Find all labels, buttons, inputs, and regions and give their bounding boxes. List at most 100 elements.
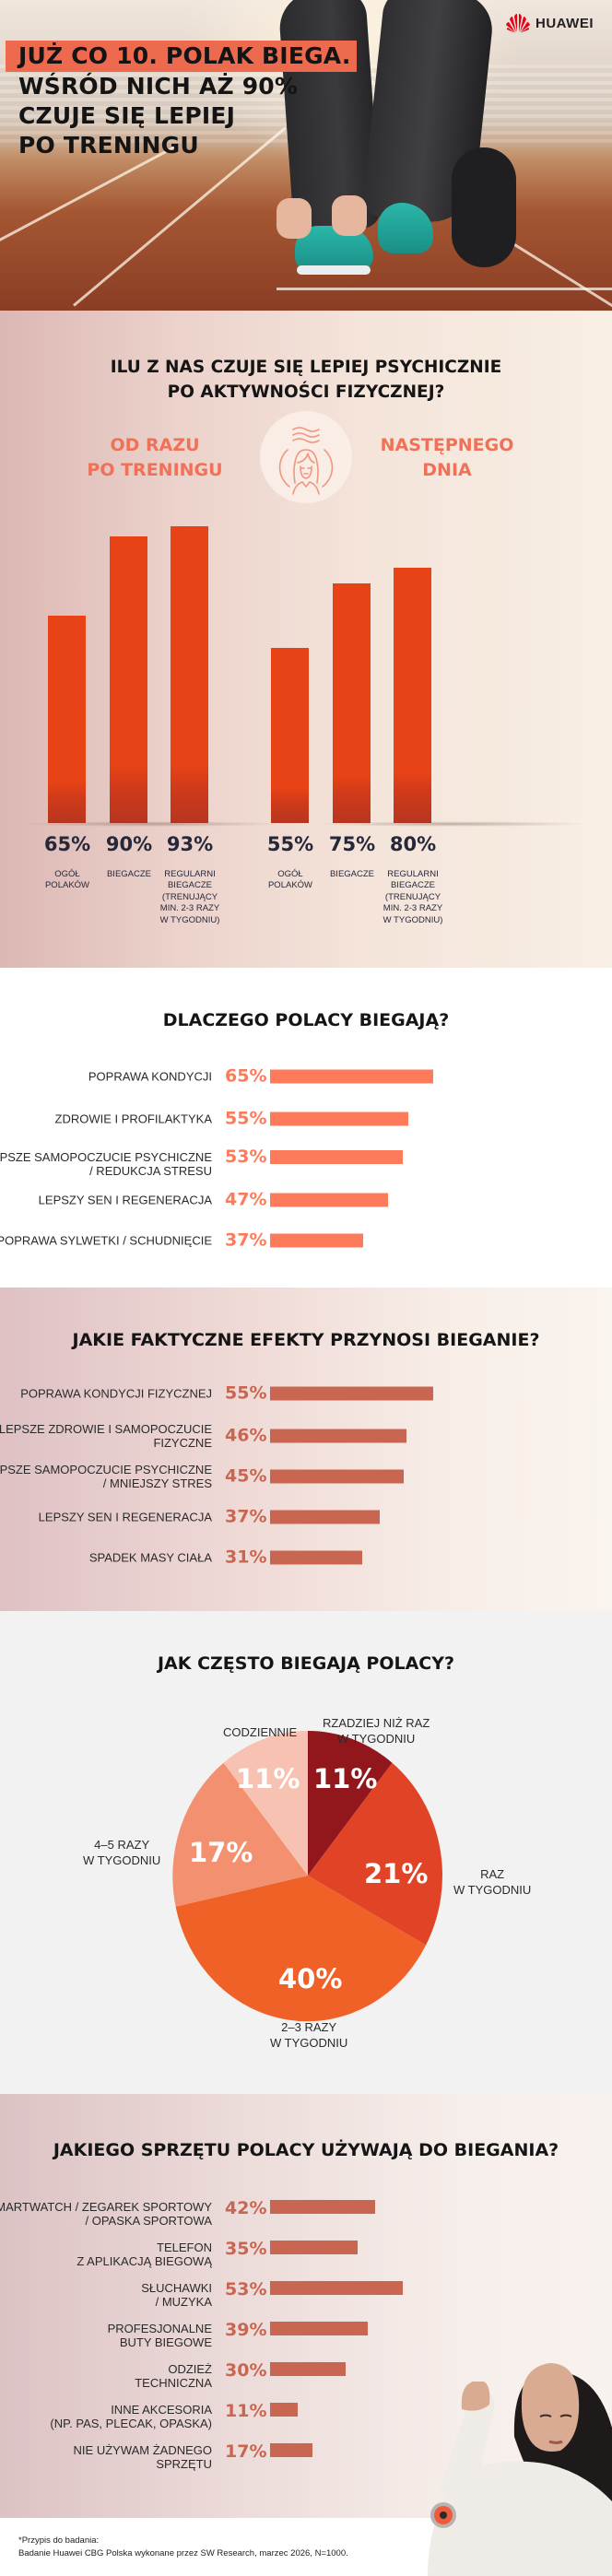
- hbar-row: LEPSZE SAMOPOCZUCIE PSYCHICZNE / REDUKCJA…: [0, 1143, 612, 1180]
- row-label: POPRAWA KONDYCJI FIZYCZNEJ: [20, 1386, 212, 1401]
- row-label: POPRAWA KONDYCJI: [88, 1069, 212, 1084]
- slice-label: RZADZIEJ NIŻ RAZ W TYGODNIU: [323, 1716, 430, 1746]
- row-label: LEPSZY SEN I REGENERACJA: [38, 1193, 212, 1207]
- row-bar: [270, 1112, 408, 1126]
- bar-description: BIEGACZE: [106, 869, 152, 879]
- headline-highlight: JUŻ CO 10. POLAK BIEGA.: [6, 41, 357, 72]
- slice-label: RAZ W TYGODNIU: [453, 1867, 532, 1897]
- row-bar: [270, 1550, 362, 1565]
- headline-line: WŚRÓD NICH AŻ 90%: [18, 73, 299, 100]
- row-bar: [270, 2443, 312, 2457]
- row-label: LEPSZE SAMOPOCZUCIE PSYCHICZNE / REDUKCJA…: [0, 1150, 212, 1178]
- row-bar: [270, 2322, 368, 2335]
- pie-slice-daily: [223, 1731, 308, 1876]
- row-label: TELEFON Z APLIKACJĄ BIEGOWĄ: [76, 2241, 212, 2268]
- section-title: JAKIEGO SPRZĘTU POLACY UŻYWAJĄ DO BIEGAN…: [53, 2140, 559, 2160]
- huawei-logo: HUAWEI: [506, 13, 594, 33]
- row-bar: [270, 1069, 433, 1084]
- row-bar: [270, 2281, 403, 2295]
- row-value: 65%: [225, 1065, 267, 1087]
- pie-slice-less-than-weekly: [308, 1731, 393, 1876]
- row-bar: [270, 2403, 298, 2417]
- row-value: 35%: [225, 2238, 267, 2259]
- section-title: ILU Z NAS CZUJE SIĘ LEPIEJ PSYCHICZNIE P…: [110, 358, 502, 402]
- bar-next-day-regular-runners: [394, 568, 431, 823]
- row-value: 11%: [225, 2400, 267, 2421]
- bar-description: BIEGACZE: [329, 869, 375, 879]
- row-bar: [270, 1193, 388, 1207]
- hbar-row: ZDROWIE I PROFILAKTYKA 55%: [0, 1100, 612, 1137]
- row-label: SMARTWATCH / ZEGAREK SPORTOWY / OPASKA SP…: [0, 2200, 212, 2228]
- pie-slice-once-weekly: [308, 1762, 442, 1946]
- group-heading-immediately: OD RAZU PO TRENINGU: [87, 435, 223, 480]
- equipment-section: JAKIEGO SPRZĘTU POLACY UŻYWAJĄ DO BIEGAN…: [0, 2094, 612, 2518]
- row-label: LEPSZE SAMOPOCZUCIE PSYCHICZNE / MNIEJSZY…: [0, 1463, 212, 1490]
- slice-value: 11%: [236, 1763, 300, 1794]
- slice-value: 40%: [278, 1963, 343, 1994]
- hbar-row: ODZIEŻ TECHNICZNA 30%: [0, 2358, 612, 2394]
- bar-value: 75%: [328, 833, 376, 855]
- why-run-section: DLACZEGO POLACY BIEGAJĄ? POPRAWA KONDYCJ…: [0, 968, 612, 1288]
- row-value: 55%: [225, 1382, 267, 1404]
- hbar-row: LEPSZY SEN I REGENERACJA 37%: [0, 1499, 612, 1535]
- row-label: LEPSZE ZDROWIE I SAMOPOCZUCIE FIZYCZNE: [0, 1422, 212, 1450]
- bar-value: 93%: [166, 833, 214, 855]
- baseline-shadow: [18, 821, 286, 827]
- row-bar: [270, 1233, 363, 1248]
- row-bar: [270, 1510, 380, 1524]
- row-value: 30%: [225, 2359, 267, 2381]
- row-value: 47%: [225, 1189, 267, 1210]
- slice-label: 4–5 RAZY W TYGODNIU: [83, 1838, 161, 1867]
- hbar-row: LEPSZE ZDROWIE I SAMOPOCZUCIE FIZYCZNE 46…: [0, 1417, 612, 1454]
- footer: *Przypis do badania: Badanie Huawei CBG …: [0, 2518, 612, 2576]
- running-effects-section: JAKIE FAKTYCZNE EFEKTY PRZYNOSI BIEGANIE…: [0, 1288, 612, 1611]
- row-label: SPADEK MASY CIAŁA: [88, 1550, 212, 1565]
- row-bar: [270, 2362, 346, 2376]
- bar-value: 55%: [266, 833, 314, 855]
- bar-immediately-regular-runners: [171, 526, 208, 823]
- section-title: JAK CZĘSTO BIEGAJĄ POLACY?: [157, 1653, 455, 1674]
- row-label: NIE UŻYWAM ŻADNEGO SPRZĘTU: [73, 2443, 212, 2471]
- hbar-row: SŁUCHAWKI / MUZYKA 53%: [0, 2276, 612, 2313]
- hbar-row: INNE AKCESORIA (NP. PAS, PLECAK, OPASKA) …: [0, 2398, 612, 2435]
- hbar-row: LEPSZE SAMOPOCZUCIE PSYCHICZNE / MNIEJSZY…: [0, 1458, 612, 1495]
- slice-value: 17%: [189, 1837, 253, 1868]
- hero-banner: HUAWEI JUŻ CO 10. POLAK BIEGA. WŚRÓD NIC…: [0, 0, 612, 311]
- hbar-row: POPRAWA SYLWETKI / SCHUDNIĘCIE 37%: [0, 1222, 612, 1259]
- row-bar: [270, 2241, 358, 2254]
- row-label: POPRAWA SYLWETKI / SCHUDNIĘCIE: [0, 1233, 212, 1248]
- frequency-pie-chart: [172, 1731, 442, 2022]
- row-bar: [270, 1429, 406, 1443]
- row-label: INNE AKCESORIA (NP. PAS, PLECAK, OPASKA): [50, 2403, 212, 2430]
- bar-value: 80%: [389, 833, 437, 855]
- row-bar: [270, 1150, 403, 1164]
- row-label: LEPSZY SEN I REGENERACJA: [38, 1510, 212, 1524]
- hbar-row: POPRAWA KONDYCJI 65%: [0, 1058, 612, 1095]
- row-bar: [270, 1386, 433, 1401]
- row-value: 31%: [225, 1547, 267, 1568]
- bar-next-day-runners: [333, 583, 371, 823]
- hbar-row: POPRAWA KONDYCJI FIZYCZNEJ 55%: [0, 1375, 612, 1412]
- section-title: JAKIE FAKTYCZNE EFEKTY PRZYNOSI BIEGANIE…: [72, 1330, 540, 1350]
- section-title: DLACZEGO POLACY BIEGAJĄ?: [162, 1010, 450, 1030]
- runner-photo: [277, 0, 516, 276]
- headline-line: PO TRENINGU: [18, 132, 199, 159]
- study-footnote: *Przypis do badania: Badanie Huawei CBG …: [18, 2535, 348, 2558]
- huawei-petal-logo-icon: [506, 14, 530, 33]
- row-label: SŁUCHAWKI / MUZYKA: [141, 2281, 212, 2309]
- row-value: 53%: [225, 1147, 267, 1168]
- slice-label: 2–3 RAZY W TYGODNIU: [270, 2020, 348, 2050]
- slice-value: 11%: [313, 1763, 378, 1794]
- row-value: 55%: [225, 1108, 267, 1129]
- row-value: 37%: [225, 1229, 267, 1251]
- hero-headline: JUŻ CO 10. POLAK BIEGA. WŚRÓD NICH AŻ 90…: [6, 41, 357, 160]
- row-value: 17%: [225, 2441, 267, 2462]
- hbar-row: LEPSZY SEN I REGENERACJA 47%: [0, 1182, 612, 1218]
- slice-label: CODZIENNIE: [223, 1725, 298, 1739]
- hbar-row: SPADEK MASY CIAŁA 31%: [0, 1539, 612, 1576]
- row-value: 42%: [225, 2197, 267, 2218]
- row-value: 45%: [225, 1465, 267, 1487]
- hbar-row: TELEFON Z APLIKACJĄ BIEGOWĄ 35%: [0, 2236, 612, 2273]
- row-label: ODZIEŻ TECHNICZNA: [135, 2362, 212, 2390]
- hbar-row: SMARTWATCH / ZEGAREK SPORTOWY / OPASKA SP…: [0, 2195, 612, 2232]
